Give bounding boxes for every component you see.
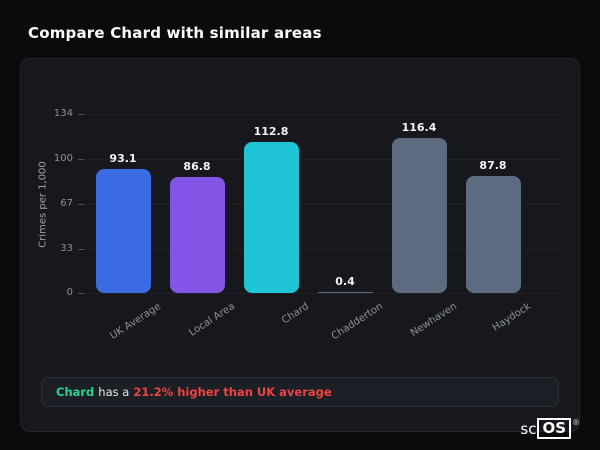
bar-local-area[interactable] [169, 177, 225, 293]
y-tick-mark [78, 114, 84, 115]
y-tick-label: 67 [60, 197, 73, 209]
note-connector-text: has a [98, 385, 130, 399]
y-tick-mark [78, 203, 84, 205]
bar-haydock[interactable] [465, 175, 521, 293]
y-tick-label: 0 [66, 287, 73, 298]
comparison-note: Chard has a 21.2% higher than UK average [41, 377, 559, 407]
registered-trademark-icon: ® [572, 418, 580, 427]
gridline [85, 293, 559, 294]
bar-value-label: 116.4 [401, 120, 437, 134]
gridline [85, 248, 559, 250]
bar-value-label: 86.8 [183, 160, 211, 174]
bar-value-label: 0.4 [335, 275, 355, 288]
y-tick-label: 134 [53, 108, 73, 119]
bar-newhaven[interactable] [391, 137, 447, 293]
logo-prefix: sc [520, 419, 537, 438]
scos-logo: sc OS ® [520, 418, 580, 439]
bar-uk-average[interactable] [95, 168, 151, 293]
bar-chard[interactable] [243, 142, 299, 293]
page-title: Compare Chard with similar areas [28, 24, 322, 42]
y-tick-mark [78, 248, 84, 250]
chart-card: Crimes per 1,000 0 33 67 100 134 93.1 UK Avera… [20, 58, 580, 432]
y-tick-mark [78, 159, 84, 161]
bar-value-label: 93.1 [109, 151, 137, 165]
note-stat-text: 21.2% higher than UK average [133, 385, 332, 399]
note-area-name: Chard [56, 385, 95, 399]
logo-box: OS [537, 418, 571, 439]
y-tick-label: 33 [60, 242, 73, 254]
bar-value-label: 112.8 [253, 125, 289, 139]
y-tick-mark [78, 293, 84, 294]
gridline [85, 114, 559, 115]
gridline [85, 159, 559, 161]
gridline [85, 203, 559, 205]
bar-chart-plot-area: Crimes per 1,000 0 33 67 100 134 93.1 UK Avera… [21, 59, 579, 369]
bar-chadderton[interactable] [317, 292, 373, 293]
y-tick-label: 100 [53, 153, 73, 165]
bar-value-label: 87.8 [479, 158, 507, 172]
